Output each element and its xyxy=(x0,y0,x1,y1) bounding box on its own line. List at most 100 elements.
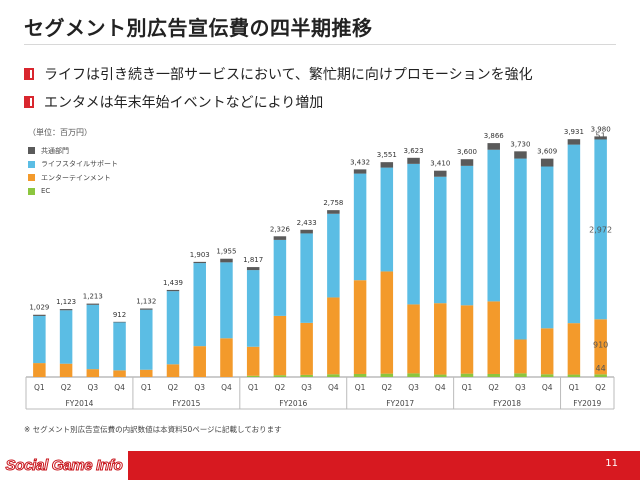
bar-segment xyxy=(220,258,233,263)
bar-segment xyxy=(434,170,447,177)
logo-text: Social Game Info xyxy=(5,457,123,475)
x-tick-label: Q2 xyxy=(168,383,179,392)
bar-segment xyxy=(327,297,340,375)
x-tick-label: Q4 xyxy=(221,383,232,392)
bar-segment xyxy=(460,373,474,377)
bar-segment xyxy=(33,315,46,364)
bar-segment xyxy=(193,263,206,347)
bar-segment xyxy=(220,262,233,339)
legend-label: EC xyxy=(41,187,51,196)
x-tick-label: Q1 xyxy=(569,383,580,392)
x-tick-label: Q3 xyxy=(301,383,312,392)
bar-segment xyxy=(273,236,287,240)
bullet-marker-icon xyxy=(24,68,34,80)
bar-segment xyxy=(327,374,340,377)
bar-segment xyxy=(594,136,607,140)
bar-segment xyxy=(220,338,233,377)
bar-total-label: 1,817 xyxy=(243,256,263,264)
bar-segment xyxy=(166,291,180,365)
x-tick-label: Q1 xyxy=(462,383,473,392)
bar-segment xyxy=(353,373,367,377)
bar-total-label: 2,433 xyxy=(297,219,317,227)
bar-segment xyxy=(113,322,126,371)
bar-segment xyxy=(460,165,474,306)
bar-segment xyxy=(487,149,500,302)
bar-segment xyxy=(540,158,554,167)
bar-segment xyxy=(140,309,153,370)
bar-segment xyxy=(514,339,527,374)
bar-segment xyxy=(33,363,46,377)
bar-segment xyxy=(407,163,420,305)
bar-segment xyxy=(407,157,420,164)
bar-total-label: 1,132 xyxy=(136,298,156,306)
page-number: 11 xyxy=(605,458,618,469)
bar-total-label: 1,029 xyxy=(29,304,49,312)
bar-segment xyxy=(33,314,46,316)
legend-swatch xyxy=(28,147,35,155)
unit-label: （単位：百万円） xyxy=(28,128,92,137)
bar-total-label: 1,903 xyxy=(190,251,210,259)
bar-segment xyxy=(407,373,420,377)
bar-segment xyxy=(487,373,500,377)
bar-total-label: 3,980 xyxy=(591,125,611,133)
bar-segment xyxy=(86,304,100,370)
bullet-text: ライフは引き続き一部サービスにおいて、繁忙期に向けプロモーションを強化 xyxy=(44,67,533,83)
x-tick-label: Q4 xyxy=(542,383,553,392)
bar-segment xyxy=(514,373,527,377)
bar-segment xyxy=(300,374,313,377)
bar-segment xyxy=(380,271,394,374)
bar-segment xyxy=(460,159,474,166)
bar-total-label: 3,931 xyxy=(564,128,584,136)
bar-total-label: 3,730 xyxy=(510,140,530,148)
bar-segment xyxy=(113,321,126,323)
bar-segment xyxy=(59,310,73,364)
x-tick-label: Q2 xyxy=(595,383,606,392)
bar-segment xyxy=(300,233,313,323)
bar-total-label: 3,623 xyxy=(404,147,424,155)
x-tick-label: Q1 xyxy=(141,383,152,392)
bar-segment xyxy=(327,213,340,298)
segment-value-label: 2,972 xyxy=(589,225,612,234)
bar-segment xyxy=(434,303,447,375)
legend-item-common: 共通部門 xyxy=(28,144,118,158)
x-tick-label: Q1 xyxy=(34,383,45,392)
bar-segment xyxy=(487,143,500,150)
legend-label: エンターテインメント xyxy=(41,173,111,182)
bar-total-label: 3,609 xyxy=(537,148,557,156)
bar-segment xyxy=(380,167,394,272)
bar-segment xyxy=(59,309,73,311)
group-label: FY2015 xyxy=(172,399,200,408)
bar-segment xyxy=(193,346,206,377)
bar-total-label: 1,213 xyxy=(83,293,103,301)
legend-label: ライフスタイルサポート xyxy=(41,160,118,169)
bar-segment xyxy=(594,139,607,320)
bar-segment xyxy=(594,319,607,375)
bar-segment xyxy=(59,363,73,377)
bar-segment xyxy=(407,304,420,374)
group-label: FY2019 xyxy=(573,399,601,408)
x-tick-label: Q4 xyxy=(328,383,339,392)
bar-segment xyxy=(353,280,367,374)
segment-value-label: 51 xyxy=(596,131,606,140)
bullet-marker-icon xyxy=(24,96,34,108)
legend-item-lifestyle: ライフスタイルサポート xyxy=(28,158,118,172)
bar-segment xyxy=(434,176,447,304)
bar-total-label: 2,326 xyxy=(270,225,291,233)
bar-total-label: 1,123 xyxy=(56,298,76,306)
x-tick-label: Q4 xyxy=(435,383,446,392)
bar-segment xyxy=(514,158,527,340)
bar-segment xyxy=(193,261,206,264)
bar-segment xyxy=(380,162,394,168)
footnote: ※ セグメント別広告宣伝費の内訳数値は本資料50ページに記載しております xyxy=(24,425,282,434)
bar-segment xyxy=(353,173,367,281)
bar-segment xyxy=(594,374,607,377)
bar-segment xyxy=(353,169,367,174)
bullet-text: エンタメは年末年始イベントなどにより増加 xyxy=(44,95,324,111)
x-tick-label: Q1 xyxy=(248,383,259,392)
bar-segment xyxy=(514,151,527,159)
x-tick-label: Q3 xyxy=(194,383,205,392)
x-tick-label: Q2 xyxy=(381,383,392,392)
bar-segment xyxy=(246,375,260,377)
bar-segment xyxy=(140,308,153,310)
bullet-item-entertainment: エンタメは年末年始イベントなどにより増加 xyxy=(24,88,533,116)
